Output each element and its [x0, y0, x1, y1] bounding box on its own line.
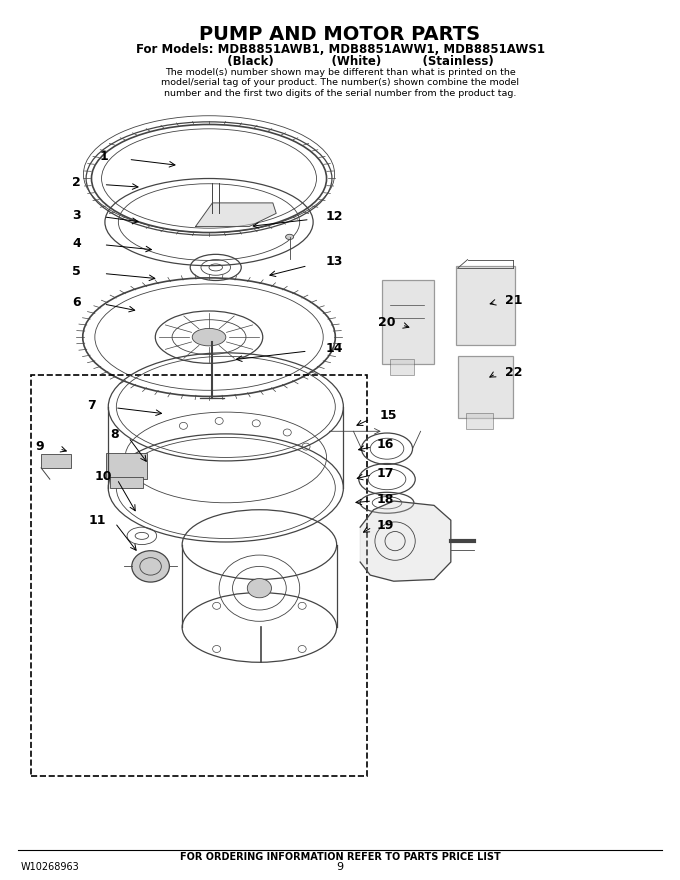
Bar [41, 454, 71, 468]
Bar [106, 453, 147, 480]
Text: 3: 3 [72, 209, 81, 222]
Bar [109, 478, 143, 488]
Polygon shape [360, 501, 451, 581]
Text: (Black)              (White)          (Stainless): (Black) (White) (Stainless) [186, 55, 494, 68]
Text: 1: 1 [99, 150, 108, 163]
Text: 7: 7 [87, 399, 96, 412]
Text: 22: 22 [505, 365, 522, 378]
Text: 5: 5 [72, 265, 81, 278]
Text: 14: 14 [326, 342, 343, 355]
Text: 18: 18 [377, 493, 394, 506]
Text: The model(s) number shown may be different than what is printed on the
model/ser: The model(s) number shown may be differe… [161, 68, 519, 98]
Text: 15: 15 [379, 409, 397, 422]
Text: PUMP AND MOTOR PARTS: PUMP AND MOTOR PARTS [199, 26, 481, 44]
Text: 11: 11 [88, 514, 105, 527]
Ellipse shape [192, 328, 226, 346]
Text: 2: 2 [72, 176, 81, 189]
Ellipse shape [286, 234, 294, 239]
Text: 9: 9 [35, 441, 44, 453]
Text: 10: 10 [95, 470, 112, 483]
Text: 6: 6 [72, 296, 81, 309]
Bar [466, 413, 493, 429]
Text: FOR ORDERING INFORMATION REFER TO PARTS PRICE LIST: FOR ORDERING INFORMATION REFER TO PARTS … [180, 852, 500, 862]
FancyBboxPatch shape [458, 356, 513, 418]
Ellipse shape [248, 578, 271, 598]
Text: 19: 19 [377, 519, 394, 532]
Text: 8: 8 [111, 429, 119, 441]
FancyBboxPatch shape [381, 281, 434, 364]
Text: 12: 12 [326, 210, 343, 224]
Text: 16: 16 [377, 438, 394, 451]
Polygon shape [196, 203, 276, 226]
FancyBboxPatch shape [456, 266, 515, 345]
Ellipse shape [132, 551, 169, 582]
Text: 4: 4 [72, 237, 81, 250]
Text: For Models: MDB8851AWB1, MDB8851AWW1, MDB8851AWS1: For Models: MDB8851AWB1, MDB8851AWW1, MD… [135, 43, 545, 56]
Text: W10268963: W10268963 [21, 862, 80, 872]
Text: 17: 17 [377, 466, 394, 480]
Bar [31, 375, 367, 775]
Text: 21: 21 [505, 294, 522, 307]
Bar [390, 359, 414, 375]
Text: 13: 13 [326, 255, 343, 268]
Text: 20: 20 [378, 316, 396, 329]
Text: 9: 9 [337, 862, 343, 872]
